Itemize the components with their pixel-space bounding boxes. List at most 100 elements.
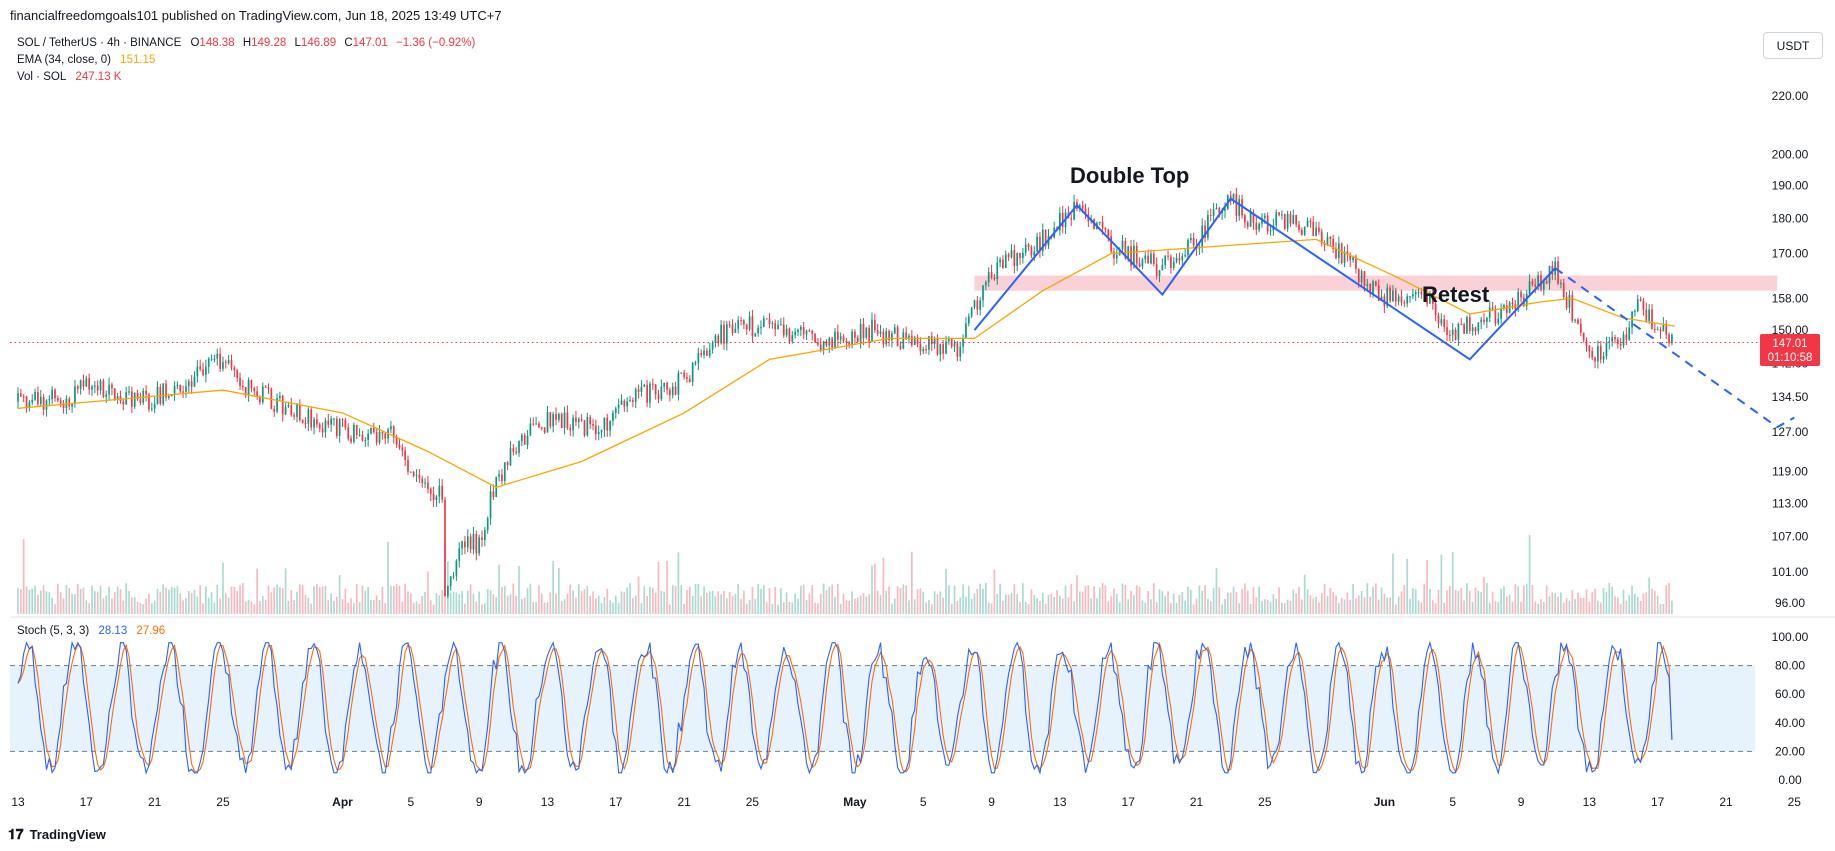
candle-body	[1036, 236, 1038, 252]
volume-bar	[1349, 599, 1352, 614]
candle-body	[836, 331, 839, 340]
candle-body	[1192, 237, 1195, 246]
ema-row[interactable]: EMA (34, close, 0) 151.15	[17, 52, 475, 69]
volume-bar	[398, 585, 401, 614]
symbol-label[interactable]: SOL / TetherUS · 4h · BINANCE	[17, 37, 182, 49]
candle-body	[207, 358, 210, 367]
candle-body	[777, 325, 779, 330]
ema-label[interactable]: EMA (34, close, 0)	[17, 54, 111, 66]
price-tick-label: 170.00	[1772, 247, 1809, 261]
candle-body	[876, 330, 879, 334]
volume-bar	[526, 587, 529, 614]
volume-bar	[42, 585, 45, 614]
volume-bar	[785, 592, 788, 614]
candle-body	[879, 331, 882, 334]
candle-body	[1577, 319, 1579, 324]
open-value: 148.38	[199, 37, 235, 49]
volume-bar	[814, 602, 816, 614]
volume-bar	[782, 602, 785, 614]
candle-body	[56, 398, 59, 401]
candle-body	[1417, 291, 1420, 293]
volume-bar	[891, 603, 893, 614]
volume-bar	[133, 597, 136, 614]
time-tick-label: 13	[1053, 795, 1067, 809]
candle-body	[290, 404, 293, 416]
volume-bar	[1562, 602, 1565, 614]
candle-body	[1244, 215, 1246, 223]
volume-bar	[392, 586, 395, 614]
candle-body	[1312, 221, 1315, 236]
volume-bar	[805, 599, 808, 614]
volume-bar	[259, 601, 261, 614]
tradingview-logo-text[interactable]: TradingView	[29, 827, 106, 842]
volume-bar	[1312, 598, 1315, 614]
candle-body	[1059, 212, 1061, 231]
double-top-label[interactable]: Double Top	[1070, 163, 1189, 188]
volume-bar	[96, 591, 99, 614]
candle-body	[1591, 351, 1594, 358]
volume-bar	[928, 600, 930, 614]
volume-bar	[1104, 585, 1107, 614]
tradingview-logo-icon[interactable]: 𝟏𝟕	[8, 826, 24, 842]
candle-body	[17, 393, 19, 402]
volume-bar	[663, 591, 666, 614]
volume-bar	[535, 601, 537, 614]
volume-bar	[224, 593, 227, 614]
candle-body	[711, 342, 714, 350]
stoch-label[interactable]: Stoch (5, 3, 3)	[17, 625, 90, 637]
stoch-legend[interactable]: Stoch (5, 3, 3) 28.13 27.96	[17, 625, 165, 637]
stoch-tick-label: 0.00	[1778, 773, 1802, 787]
currency-button[interactable]: USDT	[1763, 32, 1823, 59]
volume-bar	[879, 594, 882, 614]
volume-bar	[993, 569, 996, 614]
volume-bar	[1457, 591, 1460, 614]
candle-body	[1278, 212, 1280, 216]
candle-body	[1016, 252, 1019, 266]
volume-bar	[529, 583, 532, 614]
volume-bar	[1520, 601, 1522, 614]
volume-bar	[1044, 603, 1047, 614]
candle-body	[965, 323, 967, 338]
volume-bar	[888, 586, 890, 614]
volume-bar	[1340, 598, 1343, 614]
volume-bar	[640, 602, 643, 614]
candle-body	[199, 366, 202, 370]
stoch-pane[interactable]	[10, 640, 1755, 776]
volume-bar	[1642, 593, 1645, 614]
price-pane[interactable]	[10, 187, 1795, 614]
candle-body	[1494, 310, 1497, 324]
symbol-row[interactable]: SOL / TetherUS · 4h · BINANCE O148.38 H1…	[17, 35, 475, 52]
candle-body	[1614, 337, 1616, 340]
candle-body	[179, 384, 182, 392]
retest-label[interactable]: Retest	[1422, 282, 1490, 307]
volume-bar	[836, 583, 839, 614]
volume-bar	[936, 594, 939, 614]
volume-bar	[247, 599, 250, 614]
volume-bar	[1625, 600, 1628, 614]
volume-bar	[882, 557, 885, 614]
volume-label[interactable]: Vol · SOL	[17, 71, 67, 83]
volume-bar	[697, 584, 700, 614]
candle-body	[145, 390, 147, 395]
volume-bar	[666, 560, 668, 614]
candle-body	[321, 428, 324, 433]
candle-body	[1340, 243, 1343, 263]
candle-body	[62, 403, 65, 408]
volume-bar	[28, 589, 31, 614]
volume-row[interactable]: Vol · SOL 247.13 K	[17, 69, 475, 86]
stoch-band	[10, 665, 1755, 752]
candle-body	[1201, 225, 1204, 247]
candle-body	[529, 423, 532, 436]
candle-body	[1372, 281, 1374, 294]
volume-bar	[1306, 589, 1309, 614]
candle-body	[185, 386, 187, 392]
candle-body	[287, 404, 290, 407]
volume-bar	[1357, 595, 1360, 614]
volume-bar	[429, 600, 432, 614]
candle-body	[264, 386, 267, 388]
candle-body	[85, 378, 88, 387]
volume-bar	[1181, 591, 1184, 614]
low-value: 146.89	[300, 37, 337, 49]
candle-body	[680, 372, 683, 374]
